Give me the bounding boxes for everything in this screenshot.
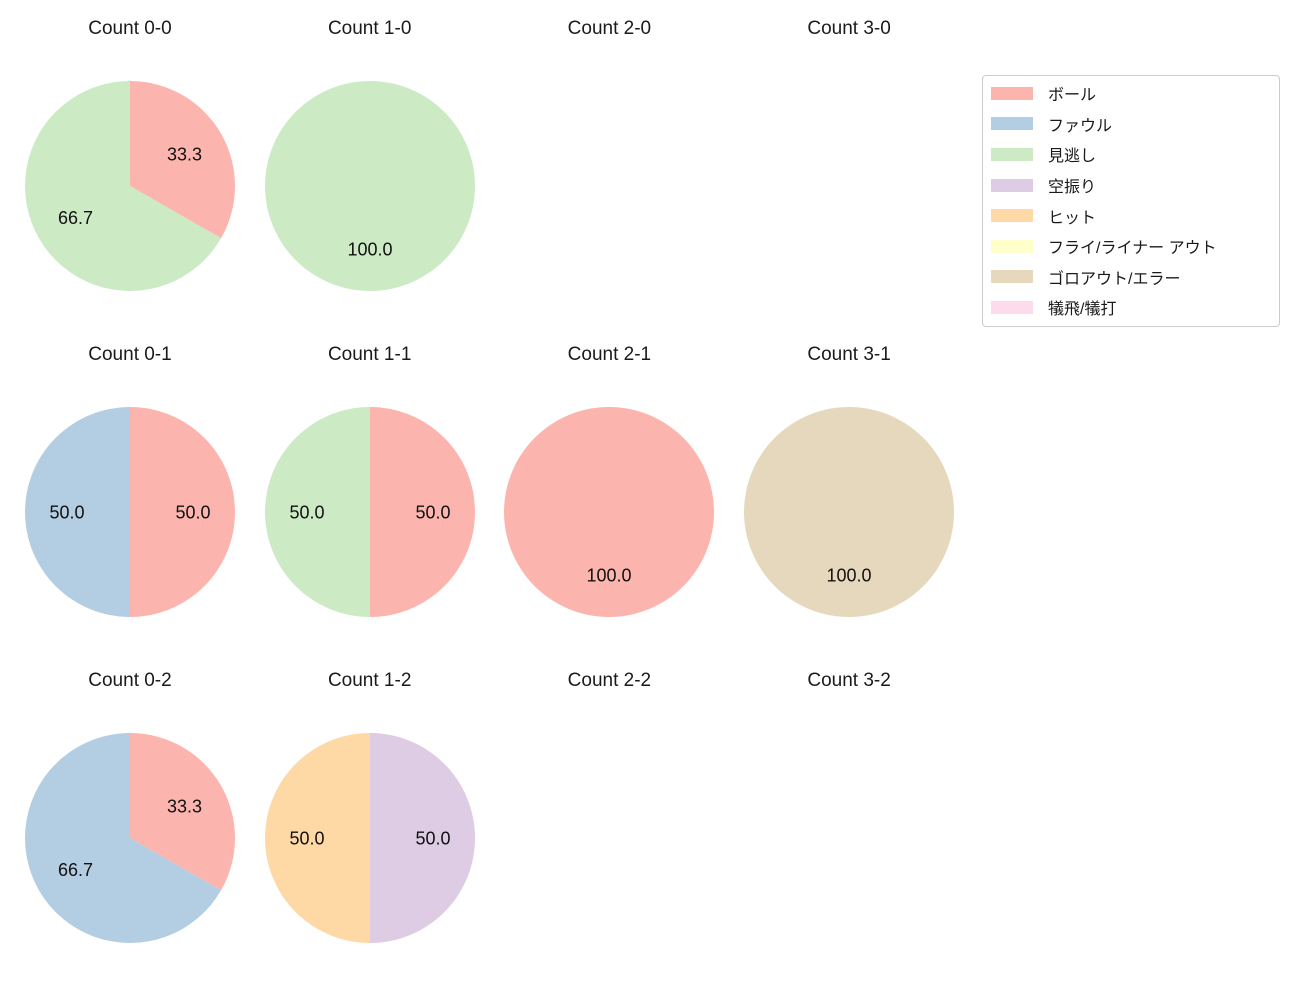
chart-title: Count 0-2 (88, 670, 172, 691)
chart-title: Count 1-2 (327, 670, 412, 691)
pie-chart-cell: Count 3-0 (729, 14, 969, 334)
pie-slice (130, 407, 235, 617)
pie-slice (24, 81, 222, 291)
pie-chart-cell: Count 0-0 33.3 66.7 (10, 14, 250, 334)
pie-slice (744, 407, 955, 617)
pie-chart-cell: Count 1-0 100.0 (250, 14, 490, 334)
pie-chart: 100.0 (744, 407, 955, 617)
legend-swatch (991, 178, 1033, 192)
pie-slice-label: 100.0 (827, 565, 872, 585)
pie-slice-label: 66.7 (58, 208, 93, 228)
pie-slice-label: 33.3 (167, 145, 202, 165)
legend-swatch (991, 86, 1033, 100)
legend-item: フライ/ライナー アウト (983, 231, 1279, 262)
legend-label: ヒット (1048, 209, 1097, 227)
pie-slice (369, 733, 475, 943)
pie-slice (130, 733, 235, 891)
legend-label: 空振り (1048, 179, 1097, 197)
pie-slice (25, 407, 130, 617)
pie-slice-label: 100.0 (347, 239, 392, 259)
pie-chart-cell: Count 2-2 (489, 666, 729, 986)
legend-swatch (991, 147, 1033, 161)
pie-slice (504, 407, 715, 617)
legend-swatch (991, 209, 1033, 223)
pie-chart-cell: Count 1-2 50.0 50.0 (250, 666, 490, 986)
legend-swatch (991, 117, 1033, 131)
pie-slice-label: 50.0 (175, 502, 210, 522)
legend-item: ゴロアウト/エラー (983, 262, 1279, 293)
pie-slice (264, 407, 370, 617)
pie-chart-cell: Count 0-1 50.0 50.0 (10, 340, 250, 660)
legend-swatch (991, 300, 1033, 314)
pie-slice-label: 50.0 (415, 828, 450, 848)
legend-swatch (991, 239, 1033, 253)
legend-item: ファウル (983, 109, 1279, 140)
legend-item: ヒット (983, 200, 1279, 231)
pie-slice-label: 50.0 (415, 502, 450, 522)
chart-title: Count 3-2 (807, 670, 891, 691)
legend-item: 空振り (983, 170, 1279, 201)
pie-chart-cell: Count 0-2 33.3 66.7 (10, 666, 250, 986)
chart-title: Count 1-1 (327, 344, 412, 365)
pie-chart-cell: Count 3-2 (729, 666, 969, 986)
pie-chart-cell: Count 3-1 100.0 (729, 340, 969, 660)
pie-chart: 50.0 50.0 (25, 407, 235, 617)
chart-title: Count 3-0 (807, 18, 891, 39)
legend-item: 犠飛/犠打 (983, 292, 1279, 323)
pie-chart-cell: Count 2-1 100.0 (489, 340, 729, 660)
pie-slice (369, 407, 475, 617)
pie-chart-cell: Count 2-0 (489, 14, 729, 334)
legend: ボールファウル見逃し空振りヒットフライ/ライナー アウト ゴロアウト/エラー 犠飛/… (982, 75, 1280, 327)
pie-slice (130, 81, 235, 239)
legend-item: ボール (983, 78, 1279, 109)
chart-title: Count 1-0 (327, 18, 412, 39)
legend-label: ボール (1048, 87, 1097, 105)
legend-items: ボールファウル見逃し空振りヒットフライ/ライナー アウト ゴロアウト/エラー 犠飛/… (983, 78, 1279, 323)
pie-chart-cell: Count 1-1 50.0 50.0 (250, 340, 490, 660)
pie-slice-label: 50.0 (49, 502, 84, 522)
pie-slice-label: 100.0 (587, 565, 632, 585)
pie-chart: 33.3 66.7 (24, 81, 235, 291)
chart-title: Count 2-1 (567, 344, 652, 365)
pie-chart: 100.0 (504, 407, 715, 617)
pie-slice-label: 33.3 (167, 797, 202, 817)
pie-slice (264, 733, 370, 943)
legend-label: 見逃し (1048, 148, 1097, 166)
pie-slice (264, 81, 475, 291)
pie-slice-label: 50.0 (289, 502, 324, 522)
pie-chart: 50.0 50.0 (264, 733, 475, 943)
legend-item: 見逃し (983, 139, 1279, 170)
chart-title: Count 2-2 (567, 670, 652, 691)
chart-title: Count 2-0 (567, 18, 652, 39)
legend-label: ゴロアウト/エラー (1048, 270, 1181, 288)
legend-label: フライ/ライナー アウト (1048, 240, 1217, 258)
chart-title: Count 0-1 (88, 344, 172, 365)
chart-title: Count 0-0 (88, 18, 172, 39)
pie-chart: 100.0 (264, 81, 475, 291)
pie-chart: 33.3 66.7 (24, 733, 235, 943)
pie-slice-label: 50.0 (289, 828, 324, 848)
legend-label: 犠飛/犠打 (1048, 301, 1117, 319)
pie-slice-label: 66.7 (58, 860, 93, 880)
legend-swatch (991, 270, 1033, 284)
chart-title: Count 3-1 (807, 344, 891, 365)
legend-label: ファウル (1048, 117, 1113, 135)
pie-chart: 50.0 50.0 (264, 407, 475, 617)
pie-slice (24, 733, 222, 943)
